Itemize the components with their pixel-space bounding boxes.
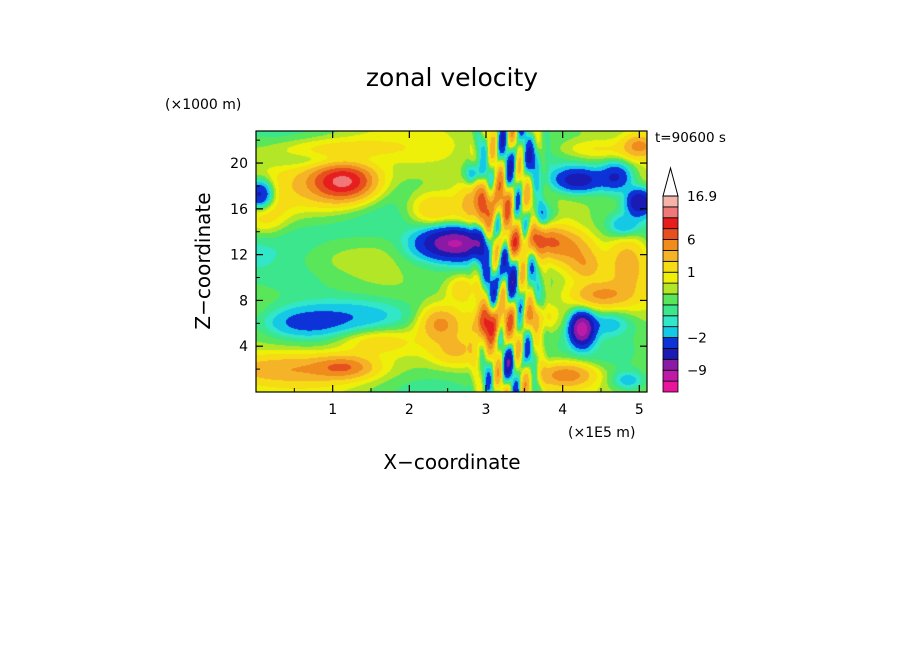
colorbar-label: 16.9 xyxy=(687,189,717,205)
colorbar-bin xyxy=(662,380,679,393)
colorbar-bin xyxy=(662,217,679,230)
time-label: t=90600 s xyxy=(655,130,726,146)
chart-title: zonal velocity xyxy=(366,63,538,92)
colorbar-label: 1 xyxy=(687,265,696,281)
colorbar-bin xyxy=(662,326,679,338)
colorbar-extend-arrow xyxy=(662,166,679,197)
x-tick-label: 2 xyxy=(405,402,414,418)
colorbar: 16.9 6 1 −2 −9 xyxy=(662,166,717,393)
colorbar-bin xyxy=(662,369,679,382)
colorbar-bin xyxy=(662,337,679,349)
y-tick-label: 16 xyxy=(230,202,248,218)
colorbar-bin xyxy=(662,315,679,328)
y-tick-label: 12 xyxy=(230,248,248,264)
colorbar-bin xyxy=(662,293,679,306)
colorbar-bin xyxy=(662,304,679,317)
colorbar-label: 6 xyxy=(687,233,696,249)
colorbar-bin xyxy=(662,358,679,371)
colorbar-bin xyxy=(662,260,679,273)
y-tick-label: 4 xyxy=(239,339,248,355)
colorbar-bin xyxy=(662,206,679,219)
colorbar-bin xyxy=(662,228,679,240)
colorbar-bin xyxy=(662,250,679,262)
x-tick-label: 1 xyxy=(328,402,337,418)
colorbar-bin xyxy=(662,195,679,208)
y-unit-label: (×1000 m) xyxy=(165,97,241,113)
colorbar-bin xyxy=(662,282,679,295)
y-tick-label: 8 xyxy=(239,293,248,309)
x-tick-label: 4 xyxy=(558,402,567,418)
colorbar-label: −2 xyxy=(687,331,707,347)
x-axis: 1 2 3 4 5 xyxy=(293,131,644,418)
heatmap-field xyxy=(256,131,647,392)
x-axis-label: X−coordinate xyxy=(383,450,520,474)
colorbar-label: −9 xyxy=(687,363,707,379)
x-tick-label: 5 xyxy=(635,402,644,418)
colorbar-bin xyxy=(662,239,679,251)
y-tick-label: 20 xyxy=(230,156,248,172)
y-axis-label: Z−coordinate xyxy=(191,192,215,329)
x-unit-label: (×1E5 m) xyxy=(568,425,635,441)
x-tick-label: 3 xyxy=(482,402,491,418)
heatmap-plot xyxy=(255,130,648,393)
y-axis: 4 8 12 16 20 xyxy=(230,139,647,370)
plot-frame xyxy=(255,130,648,393)
colorbar-bin xyxy=(662,271,679,284)
colorbar-bin xyxy=(662,348,679,360)
